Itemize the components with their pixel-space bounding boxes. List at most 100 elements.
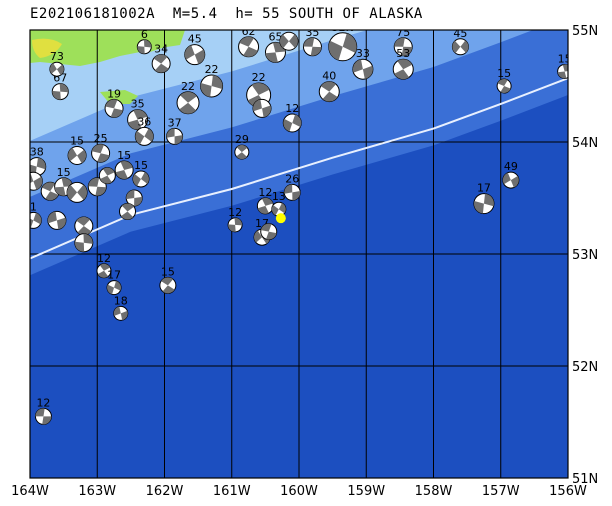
compressional-quadrant — [194, 49, 205, 64]
focal-mechanism: 29 — [234, 133, 250, 160]
longitude-tick-label: 157W — [482, 484, 520, 499]
map-border — [29, 29, 569, 479]
compressional-quadrant — [36, 157, 46, 170]
magnitude-label: 38 — [30, 146, 44, 159]
compressional-quadrant — [362, 65, 373, 79]
magnitude-label: 13 — [272, 190, 286, 203]
compressional-quadrant — [200, 83, 212, 97]
magnitude-label: 32N — [332, 21, 354, 34]
longitude-tick-label: 161W — [213, 484, 251, 499]
compressional-quadrant — [134, 196, 143, 207]
focal-mechanism: 12 — [34, 396, 52, 425]
compressional-quadrant — [236, 152, 247, 160]
magnitude-label: 12 — [285, 102, 299, 115]
compressional-quadrant — [30, 218, 34, 228]
magnitude-label: 26 — [285, 172, 299, 185]
focal-mechanism: 33 — [352, 47, 374, 80]
magnitude-label: 35 — [305, 26, 319, 39]
compressional-quadrant — [114, 280, 122, 291]
magnitude-label: 22 — [252, 71, 266, 84]
compressional-quadrant — [77, 149, 87, 164]
compressional-quadrant — [113, 306, 121, 316]
compressional-quadrant — [292, 114, 302, 127]
magnitude-label: 12 — [97, 252, 111, 265]
magnitude-label: 12 — [228, 206, 242, 219]
focal-mechanism: 36 — [134, 115, 154, 146]
compressional-quadrant — [510, 176, 519, 188]
compressional-quadrant — [261, 197, 273, 206]
compressional-quadrant — [140, 172, 149, 184]
compressional-quadrant — [260, 223, 272, 232]
compressional-quadrant — [502, 172, 511, 185]
magnitude-label: 15 — [134, 159, 148, 172]
compressional-quadrant — [303, 37, 315, 47]
magnitude-label: 15 — [497, 67, 511, 80]
longitude-tick-label: 160W — [280, 484, 318, 499]
compressional-quadrant — [273, 42, 286, 53]
focal-mechanism: 22 — [200, 63, 224, 98]
compressional-quadrant — [153, 54, 168, 64]
focal-mechanism: 26 — [283, 172, 301, 201]
focal-mechanism: 6 — [136, 28, 152, 55]
focal-mechanism: 15 — [114, 149, 134, 180]
compressional-quadrant — [144, 39, 152, 48]
compressional-quadrant — [56, 217, 66, 230]
compressional-quadrant — [162, 285, 175, 294]
compressional-quadrant — [320, 81, 336, 92]
compressional-quadrant — [278, 203, 286, 214]
focal-mechanism: 15 — [557, 52, 568, 79]
magnitude-label: 22 — [205, 63, 219, 76]
magnitude-label: 17 — [107, 269, 121, 282]
compressional-quadrant — [251, 82, 270, 95]
focal-mechanism — [74, 233, 94, 253]
magnitude-label: 53 — [396, 47, 410, 60]
compressional-quadrant — [121, 211, 134, 220]
magnitude-label: 6 — [141, 28, 148, 41]
magnitude-label: 73 — [50, 50, 64, 63]
magnitude-label: 15 — [161, 265, 175, 278]
compressional-quadrant — [77, 226, 92, 236]
focal-mechanism: 32N — [328, 21, 358, 62]
epicenter-marker — [275, 213, 286, 224]
focal-mechanism: 40 — [318, 70, 340, 103]
compressional-quadrant — [68, 147, 78, 162]
compressional-quadrant — [61, 177, 73, 187]
compressional-quadrant — [228, 224, 236, 232]
compressional-quadrant — [97, 153, 110, 163]
latitude-tick-label: 51N — [572, 472, 598, 487]
compressional-quadrant — [283, 118, 293, 132]
focal-mechanism: 25 — [91, 132, 111, 163]
focal-mechanism: 17 — [473, 182, 495, 215]
compressional-quadrant — [128, 119, 142, 130]
magnitude-label: 15 — [57, 166, 71, 179]
compressional-quadrant — [107, 284, 115, 295]
axis-tick-labels: 164W 163W 162W 161W 160W 159W 158W 157W 156W 55N 5… — [11, 24, 598, 499]
compressional-quadrant — [342, 33, 357, 53]
compressional-quadrant — [234, 217, 243, 226]
compressional-quadrant — [110, 108, 123, 118]
focal-mechanism — [30, 171, 43, 191]
compressional-quadrant — [88, 177, 100, 187]
compressional-quadrant — [97, 270, 109, 278]
longitude-tick-label: 156W — [549, 484, 587, 499]
compressional-quadrant — [132, 174, 141, 186]
latitude-tick-label: 52N — [572, 360, 598, 375]
focal-mechanism: 18 — [113, 294, 129, 321]
compressional-quadrant — [100, 175, 112, 184]
compressional-quadrant — [91, 144, 104, 154]
magnitude-label: 49 — [504, 160, 518, 173]
compressional-quadrant — [271, 205, 279, 216]
focal-mechanism: 45 — [451, 30, 469, 56]
magnitude-label: 15 — [70, 134, 84, 147]
magnitude-label: 35 — [131, 98, 145, 111]
focal-mechanism — [119, 202, 137, 220]
latitude-tick-label: 54N — [572, 136, 598, 151]
compressional-quadrant — [262, 105, 271, 118]
magnitude-label: 62 — [242, 25, 256, 38]
focal-mechanism: 12 — [282, 102, 302, 133]
focal-mechanism: 73 — [49, 50, 65, 77]
magnitude-label: 34 — [154, 43, 168, 56]
compressional-quadrant — [77, 184, 88, 200]
longitude-tick-label: 164W — [11, 484, 49, 499]
